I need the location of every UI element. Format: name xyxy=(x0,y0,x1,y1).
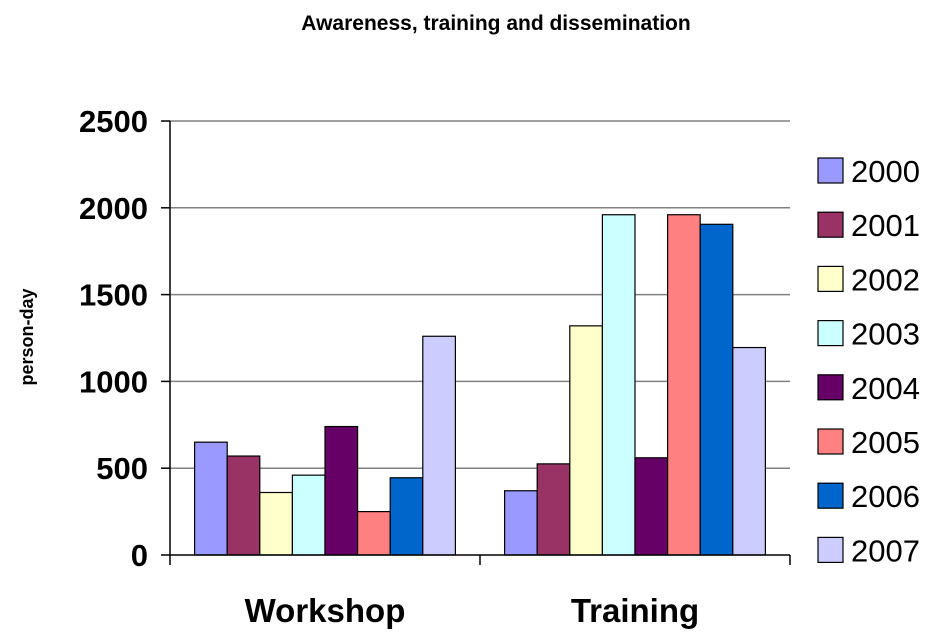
legend-swatch-2006 xyxy=(817,482,844,509)
bar-training-2000 xyxy=(504,490,538,556)
bar-workshop-2000 xyxy=(194,441,228,556)
bar-workshop-2002 xyxy=(259,491,293,556)
legend-swatch-2005 xyxy=(817,428,844,455)
bar-training-2007 xyxy=(732,346,766,556)
legend-label-2005: 2005 xyxy=(851,425,920,460)
bar-training-2003 xyxy=(601,214,636,556)
legend: 2000 2001 2002 2003 2004 2005 2006 2007 xyxy=(817,154,920,568)
category-labels: Workshop Training xyxy=(245,592,700,629)
category-label-workshop: Workshop xyxy=(245,592,406,629)
legend-label-2003: 2003 xyxy=(851,317,920,352)
legend-label-2000: 2000 xyxy=(851,154,920,189)
chart-title: Awareness, training and dissemination xyxy=(301,12,690,35)
bar-workshop-2001 xyxy=(226,455,261,556)
bar-training-2006 xyxy=(699,223,734,556)
legend-label-2007: 2007 xyxy=(851,533,920,568)
bar-training-2004 xyxy=(634,457,669,556)
legend-label-2002: 2002 xyxy=(851,262,920,297)
bar-workshop-2003 xyxy=(291,474,326,556)
y-tick-label-500: 500 xyxy=(96,451,148,486)
bar-workshop-2006 xyxy=(389,477,424,556)
bar-training-2002 xyxy=(569,325,603,556)
legend-swatch-2004 xyxy=(817,374,844,401)
bar-workshop-2007 xyxy=(422,335,456,556)
y-tick-labels: 0 500 1000 1500 2000 2500 xyxy=(79,104,148,573)
y-tick-label-1000: 1000 xyxy=(79,364,148,399)
bars xyxy=(194,214,766,556)
legend-swatch-2003 xyxy=(817,320,844,347)
y-tick-label-2000: 2000 xyxy=(79,191,148,226)
legend-label-2006: 2006 xyxy=(851,479,920,514)
y-tick-label-1500: 1500 xyxy=(79,278,148,313)
bar-workshop-2005 xyxy=(357,511,391,556)
legend-label-2004: 2004 xyxy=(851,371,920,406)
legend-label-2001: 2001 xyxy=(851,208,920,243)
bar-workshop-2004 xyxy=(324,425,359,556)
y-tick-label-0: 0 xyxy=(131,538,148,573)
bar-training-2001 xyxy=(536,463,571,556)
category-label-training: Training xyxy=(571,592,699,629)
legend-swatch-2002 xyxy=(817,265,844,292)
axes xyxy=(161,120,791,565)
legend-swatch-2001 xyxy=(817,211,844,238)
legend-swatch-2000 xyxy=(817,157,844,184)
y-axis-label: person-day xyxy=(17,288,37,385)
y-tick-label-2500: 2500 xyxy=(79,104,148,139)
legend-swatch-2007 xyxy=(817,536,844,564)
bar-training-2005 xyxy=(666,214,701,556)
